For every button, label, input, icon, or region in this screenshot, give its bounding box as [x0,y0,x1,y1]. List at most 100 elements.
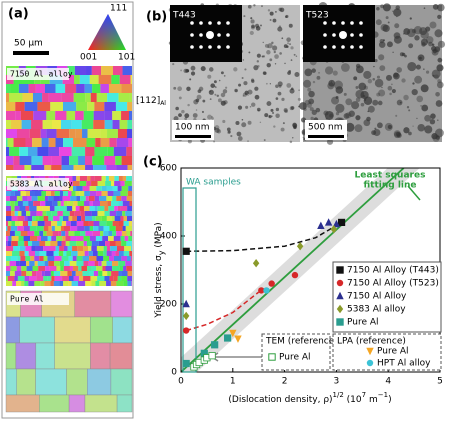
ebsd-map: 5383 Al alloy [6,176,132,286]
grain [69,266,74,271]
legend-label: 5383 Al alloy [347,305,406,315]
precipitate [186,86,191,92]
grain [120,181,125,186]
precipitate [403,28,411,35]
precipitate [278,25,282,28]
precipitate [401,78,406,83]
grain [17,241,25,246]
grain [106,251,112,256]
grain [13,138,26,147]
diffraction-spot [226,45,230,49]
precipitate [295,55,298,57]
precipitate [374,78,384,88]
precipitate [335,111,340,116]
precipitate [275,97,279,100]
grain [6,241,8,246]
precipitate [222,89,228,94]
grain [93,120,105,129]
precipitate [421,104,429,112]
precipitate [248,51,251,54]
grain [75,129,83,138]
precipitate [396,67,402,73]
grain [44,261,49,266]
precipitate [432,74,435,77]
grain [106,216,112,221]
grain [116,394,133,413]
grain [43,256,48,261]
grain [107,147,114,156]
grain [111,271,119,276]
grain [75,191,80,196]
grain [77,251,85,256]
grain [78,156,85,165]
precipitate [424,125,433,134]
grain [99,201,108,206]
grain [19,206,26,211]
marker [296,242,304,251]
grain [53,271,61,276]
grain [95,236,103,241]
grain [54,276,63,281]
grain [126,176,132,181]
grain [123,281,128,286]
grain [65,84,77,93]
diffraction-spot [206,31,214,39]
diffraction-spot [359,33,363,37]
grain [104,111,113,120]
legend-label: 7150 Al Alloy (T523) [347,279,439,289]
precipitate [271,115,273,118]
precipitate [436,81,444,89]
grain [118,261,126,266]
grain [88,221,94,226]
grain [73,201,78,206]
precipitate [423,7,426,9]
grain [6,201,11,206]
grain [89,236,96,241]
precipitate [251,24,255,29]
grain [31,246,36,251]
grain [50,191,55,196]
precipitate [372,78,376,81]
marker [366,359,374,367]
precipitate [429,118,436,125]
grain [76,102,88,111]
grain [16,261,20,266]
precipitate [173,116,179,122]
grain [16,281,22,286]
grain [114,206,118,211]
x-label-part: m [366,395,378,405]
grain [63,251,67,256]
grain [116,246,125,251]
precipitate [249,105,252,108]
grain [54,342,91,370]
grain [28,281,35,286]
grain [67,271,72,276]
grain [65,241,70,246]
precipitate [379,65,386,72]
precipitate [328,79,336,87]
x-label-part: −1 [378,391,388,399]
legend-label: 7150 Al Alloy (T443) [347,266,439,276]
precipitate [437,79,442,84]
precipitate [429,21,437,29]
grain [40,281,45,286]
grain [97,206,105,211]
legend-box [261,333,331,371]
grain [103,246,107,251]
grain [112,66,123,75]
grain [72,206,76,211]
precipitate [403,94,409,101]
grain [87,368,112,396]
grain [104,156,116,165]
grain [17,226,24,231]
grain [40,201,46,206]
grain [41,271,45,276]
grain [109,342,133,370]
marker [182,327,190,334]
grain [104,206,109,211]
grain [115,102,128,111]
grain [127,102,132,111]
grain [76,241,84,246]
grain [71,147,86,156]
grain [88,246,92,251]
